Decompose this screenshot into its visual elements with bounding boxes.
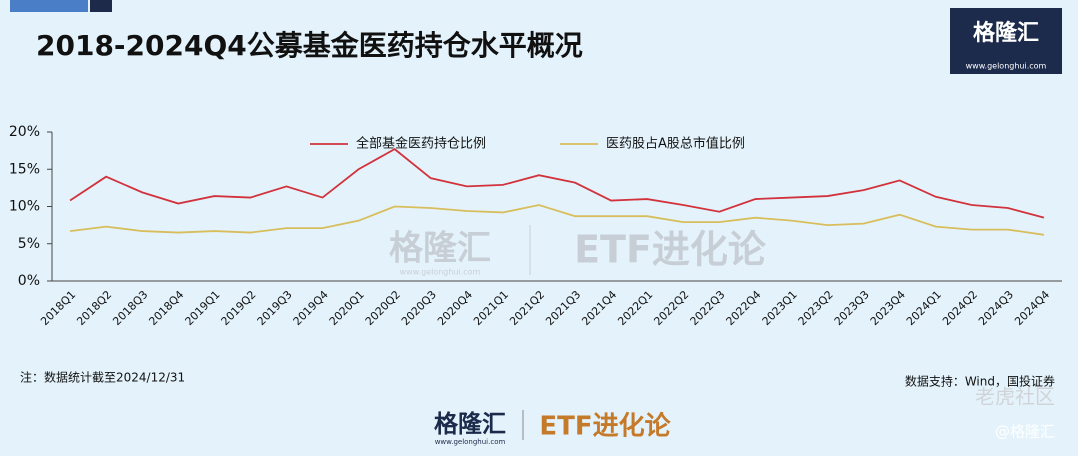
top-bar [10,0,88,12]
y-tick-label: 10% [9,199,40,215]
series-line [69,148,1045,219]
series-line [69,204,1045,236]
watermark-url: www.gelonghui.com [400,268,481,277]
footer-brand: 格隆汇 [434,410,506,438]
source: 数据支持：Wind，国投证券 [905,374,1055,389]
community-watermark: 老虎社区 [975,385,1055,409]
legend-label: 全部基金医药持仓比例 [356,136,486,152]
watermark-column: ETF进化论 [574,228,767,272]
handle-watermark: @格隆汇 [995,423,1055,441]
title: 2018-2024Q4公募基金医药持仓水平概况 [36,29,583,62]
logo-url: www.gelonghui.com [966,62,1047,71]
footer-url: www.gelonghui.com [435,438,506,446]
top-bar [90,0,112,12]
y-tick-label: 15% [9,161,40,177]
watermark-brand: 格隆汇 [389,229,491,269]
y-tick-label: 5% [18,236,40,252]
logo: 格隆汇 [973,20,1039,46]
y-tick-label: 20% [9,124,40,140]
y-tick-label: 0% [18,273,40,289]
logo-box [950,8,1062,74]
footer-column: ETF进化论 [539,412,671,442]
legend-label: 医药股占A股总市值比例 [606,136,745,152]
note: 注：数据统计截至2024/12/31 [20,370,185,385]
